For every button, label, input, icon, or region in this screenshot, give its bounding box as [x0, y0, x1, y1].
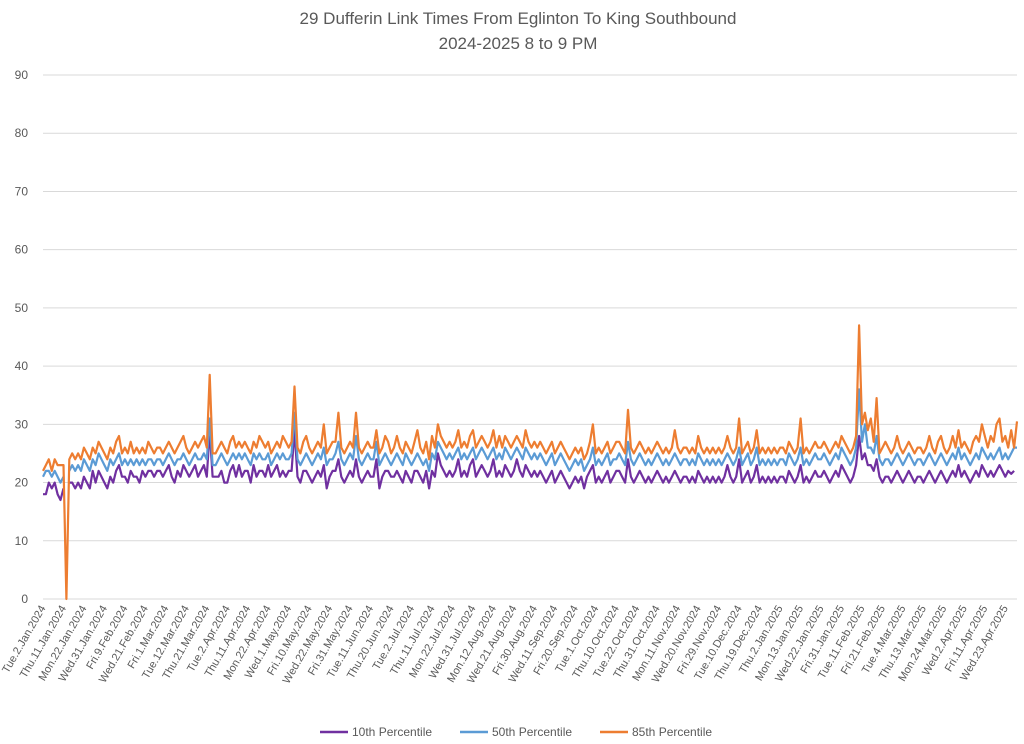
y-tick-label: 90 [15, 68, 29, 82]
series-10th-percentile [43, 429, 1015, 502]
series-line-segment [42, 324, 1019, 601]
legend-label-85th: 85th Percentile [632, 725, 712, 739]
chart-title-line-1: 29 Dufferin Link Times From Eglinton To … [300, 9, 737, 28]
y-tick-label: 0 [21, 592, 28, 606]
chart-title-line-2: 2024-2025 8 to 9 PM [439, 34, 598, 53]
legend: 10th Percentile 50th Percentile 85th Per… [320, 725, 712, 739]
x-axis-tick-labels: Tue.2.Jan.2024Thu.11.Jan.2024Mon.22.Jan.… [0, 603, 1011, 685]
series-line-segment [68, 388, 1017, 472]
gridlines [43, 74, 1017, 600]
legend-label-10th: 10th Percentile [352, 725, 432, 739]
y-tick-label: 80 [15, 126, 29, 140]
legend-label-50th: 50th Percentile [492, 725, 572, 739]
y-tick-label: 60 [15, 243, 29, 257]
y-tick-label: 30 [15, 417, 29, 431]
y-tick-label: 20 [15, 476, 29, 490]
series-lines [42, 324, 1019, 601]
y-tick-label: 70 [15, 184, 29, 198]
y-tick-label: 40 [15, 359, 29, 373]
series-line-segment [43, 481, 65, 502]
y-tick-label: 10 [15, 534, 29, 548]
y-axis-tick-labels: 0 10 20 30 40 50 60 70 80 90 [15, 68, 29, 606]
series-line-segment [69, 429, 1015, 490]
series-line-segment [42, 469, 65, 484]
series-50th-percentile [42, 388, 1017, 484]
series-85th-percentile [42, 324, 1019, 601]
y-tick-label: 50 [15, 301, 29, 315]
